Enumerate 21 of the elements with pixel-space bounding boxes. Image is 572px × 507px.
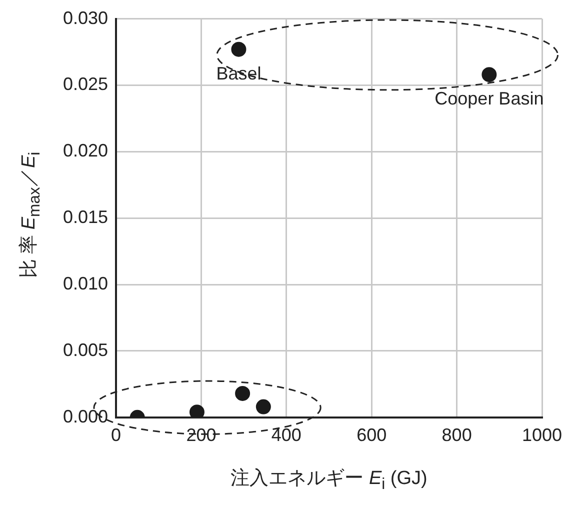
y-tick-label: 0.025 bbox=[62, 74, 108, 94]
y-tick-label: 0.030 bbox=[62, 8, 108, 28]
point bbox=[235, 386, 250, 401]
y-tick-label: 0.010 bbox=[62, 274, 108, 294]
y-tick-label: 0.020 bbox=[62, 140, 108, 161]
x-tick-label: 800 bbox=[442, 425, 472, 446]
annotation: Basel bbox=[216, 63, 262, 84]
x-tick-label: 1000 bbox=[522, 425, 562, 446]
x-tick-label: 0 bbox=[111, 425, 122, 446]
point bbox=[482, 67, 497, 82]
point bbox=[231, 42, 246, 57]
annotation: Cooper Basin bbox=[434, 88, 544, 109]
point bbox=[256, 399, 271, 414]
y-tick-label: 0.000 bbox=[62, 406, 108, 426]
y-tick-label: 0.015 bbox=[62, 207, 108, 228]
x-axis-title: 注入エネルギー E$_{i}$ (GJ) bbox=[230, 467, 428, 494]
x-tick-label: 400 bbox=[271, 425, 302, 446]
y-tick-label: 0.005 bbox=[62, 340, 108, 360]
point bbox=[189, 404, 204, 418]
x-tick-label: 600 bbox=[356, 425, 387, 446]
x-tick-label: 200 bbox=[186, 425, 216, 446]
